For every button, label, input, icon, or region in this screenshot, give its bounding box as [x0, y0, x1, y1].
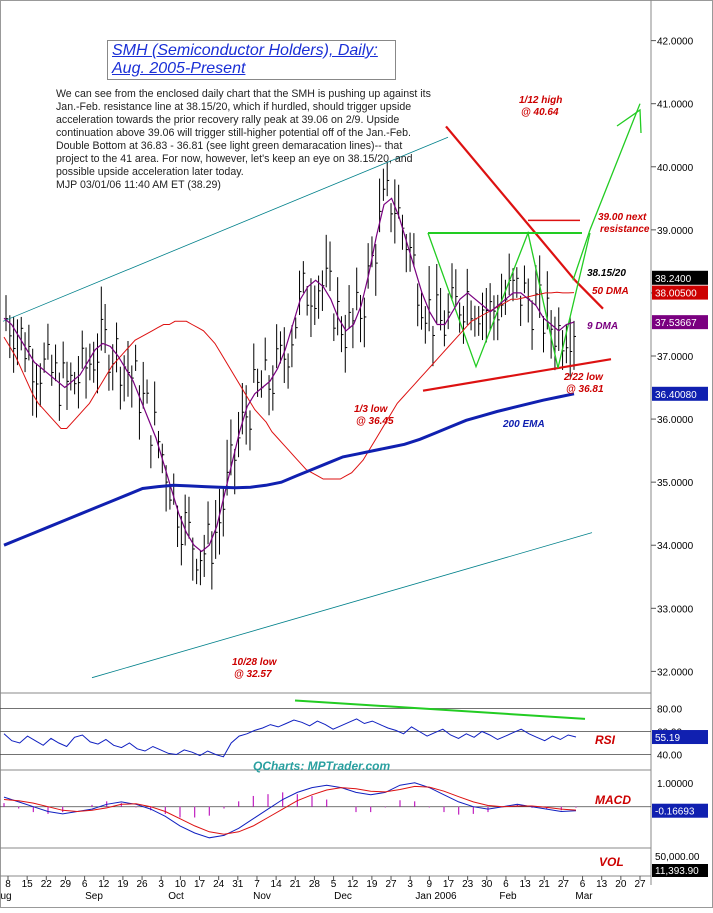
- x-day-label: 10: [175, 879, 187, 890]
- x-day-label: 3: [407, 879, 413, 890]
- x-day-label: 20: [615, 879, 627, 890]
- annotation-label: 10/28 low: [232, 657, 278, 668]
- x-day-label: 17: [194, 879, 206, 890]
- x-day-label: 27: [558, 879, 570, 890]
- price-tick-label: 33.0000: [657, 604, 694, 615]
- annotation-label: 50 DMA: [592, 286, 629, 297]
- x-day-label: 19: [117, 879, 129, 890]
- x-day-label: 17: [443, 879, 455, 890]
- x-month-label: Dec: [334, 891, 352, 902]
- annotation-value: @ 36.81: [566, 384, 604, 395]
- macd-tick-label: 1.00000: [657, 779, 694, 790]
- watermark: QCharts: MPTrader.com: [253, 759, 390, 773]
- macd-label: MACD: [595, 793, 631, 807]
- chart-title-line2: Aug. 2005-Present: [112, 60, 245, 78]
- x-month-label: Nov: [253, 891, 271, 902]
- x-month-label: Oct: [168, 891, 184, 902]
- x-day-label: 24: [213, 879, 225, 890]
- value-tag-text: 38.00500: [655, 289, 697, 300]
- x-day-label: 12: [98, 879, 110, 890]
- price-tick-label: 40.0000: [657, 163, 694, 174]
- x-day-label: 21: [290, 879, 302, 890]
- x-day-label: 26: [136, 879, 148, 890]
- annotation-label: 200 EMA: [502, 419, 545, 430]
- x-day-label: 13: [596, 879, 608, 890]
- x-month-label: Sep: [85, 891, 103, 902]
- x-day-label: 22: [41, 879, 53, 890]
- x-day-label: 19: [366, 879, 378, 890]
- vol-tick-label: 50,000.00: [655, 852, 700, 863]
- macd-value-tag-text: -0.16693: [655, 807, 695, 818]
- chart-title-box: SMH (Semiconductor Holders), Daily: Aug.…: [107, 40, 396, 80]
- x-day-label: 5: [331, 879, 337, 890]
- x-month-label: Jan 2006: [415, 891, 457, 902]
- x-day-label: 23: [462, 879, 474, 890]
- x-day-label: 27: [385, 879, 397, 890]
- x-day-label: 27: [634, 879, 646, 890]
- x-day-label: 12: [347, 879, 359, 890]
- x-day-label: 13: [520, 879, 532, 890]
- x-day-label: 29: [60, 879, 72, 890]
- price-tick-label: 39.0000: [657, 226, 694, 237]
- x-day-label: 21: [539, 879, 551, 890]
- price-tick-label: 36.0000: [657, 415, 694, 426]
- commentary-text: We can see from the enclosed daily chart…: [56, 88, 436, 179]
- x-day-label: 6: [503, 879, 509, 890]
- annotation-value: resistance: [600, 224, 650, 235]
- rsi-label: RSI: [595, 733, 616, 747]
- x-day-label: 7: [254, 879, 260, 890]
- value-tag-text: 37.53667: [655, 318, 697, 329]
- rsi-tick-label: 40.00: [657, 751, 682, 762]
- price-tick-label: 34.0000: [657, 541, 694, 552]
- x-month-label: ug: [0, 891, 11, 902]
- rsi-tick-label: 80.00: [657, 705, 682, 716]
- x-month-label: Mar: [575, 891, 593, 902]
- annotation-label: 9 DMA: [587, 321, 618, 332]
- price-tick-label: 41.0000: [657, 100, 694, 111]
- x-day-label: 6: [580, 879, 586, 890]
- x-day-label: 8: [5, 879, 11, 890]
- vol-value-tag-text: 11,393.90: [655, 866, 699, 877]
- x-month-label: Feb: [499, 891, 517, 902]
- commentary: We can see from the enclosed daily chart…: [56, 88, 436, 192]
- annotation-value: @ 36.45: [356, 416, 394, 427]
- annotation-label: 1/12 high: [519, 95, 562, 106]
- x-day-label: 9: [427, 879, 433, 890]
- x-day-label: 31: [232, 879, 244, 890]
- price-tick-label: 42.0000: [657, 37, 694, 48]
- annotation-value: @ 40.64: [521, 107, 559, 118]
- value-tag-text: 38.2400: [655, 274, 692, 285]
- x-day-label: 15: [22, 879, 34, 890]
- vol-label: VOL: [599, 855, 624, 869]
- x-day-label: 30: [481, 879, 493, 890]
- annotation-label: 39.00 next: [598, 212, 647, 223]
- x-day-label: 28: [309, 879, 321, 890]
- annotation-label: 38.15/20: [587, 268, 626, 279]
- rsi-value-tag-text: 55.19: [655, 733, 680, 744]
- value-tag-text: 36.40080: [655, 390, 697, 401]
- commentary-signature: MJP 03/01/06 11:40 AM ET (38.29): [56, 179, 436, 192]
- x-day-label: 3: [158, 879, 164, 890]
- x-day-label: 6: [82, 879, 88, 890]
- chart-title-line1: SMH (Semiconductor Holders), Daily:: [112, 42, 378, 60]
- annotation-label: 2/22 low: [563, 372, 604, 383]
- x-day-label: 14: [271, 879, 283, 890]
- price-tick-label: 37.0000: [657, 352, 694, 363]
- price-tick-label: 35.0000: [657, 478, 694, 489]
- annotation-label: 1/3 low: [354, 404, 389, 415]
- annotation-value: @ 32.57: [234, 669, 272, 680]
- price-tick-label: 32.0000: [657, 667, 694, 678]
